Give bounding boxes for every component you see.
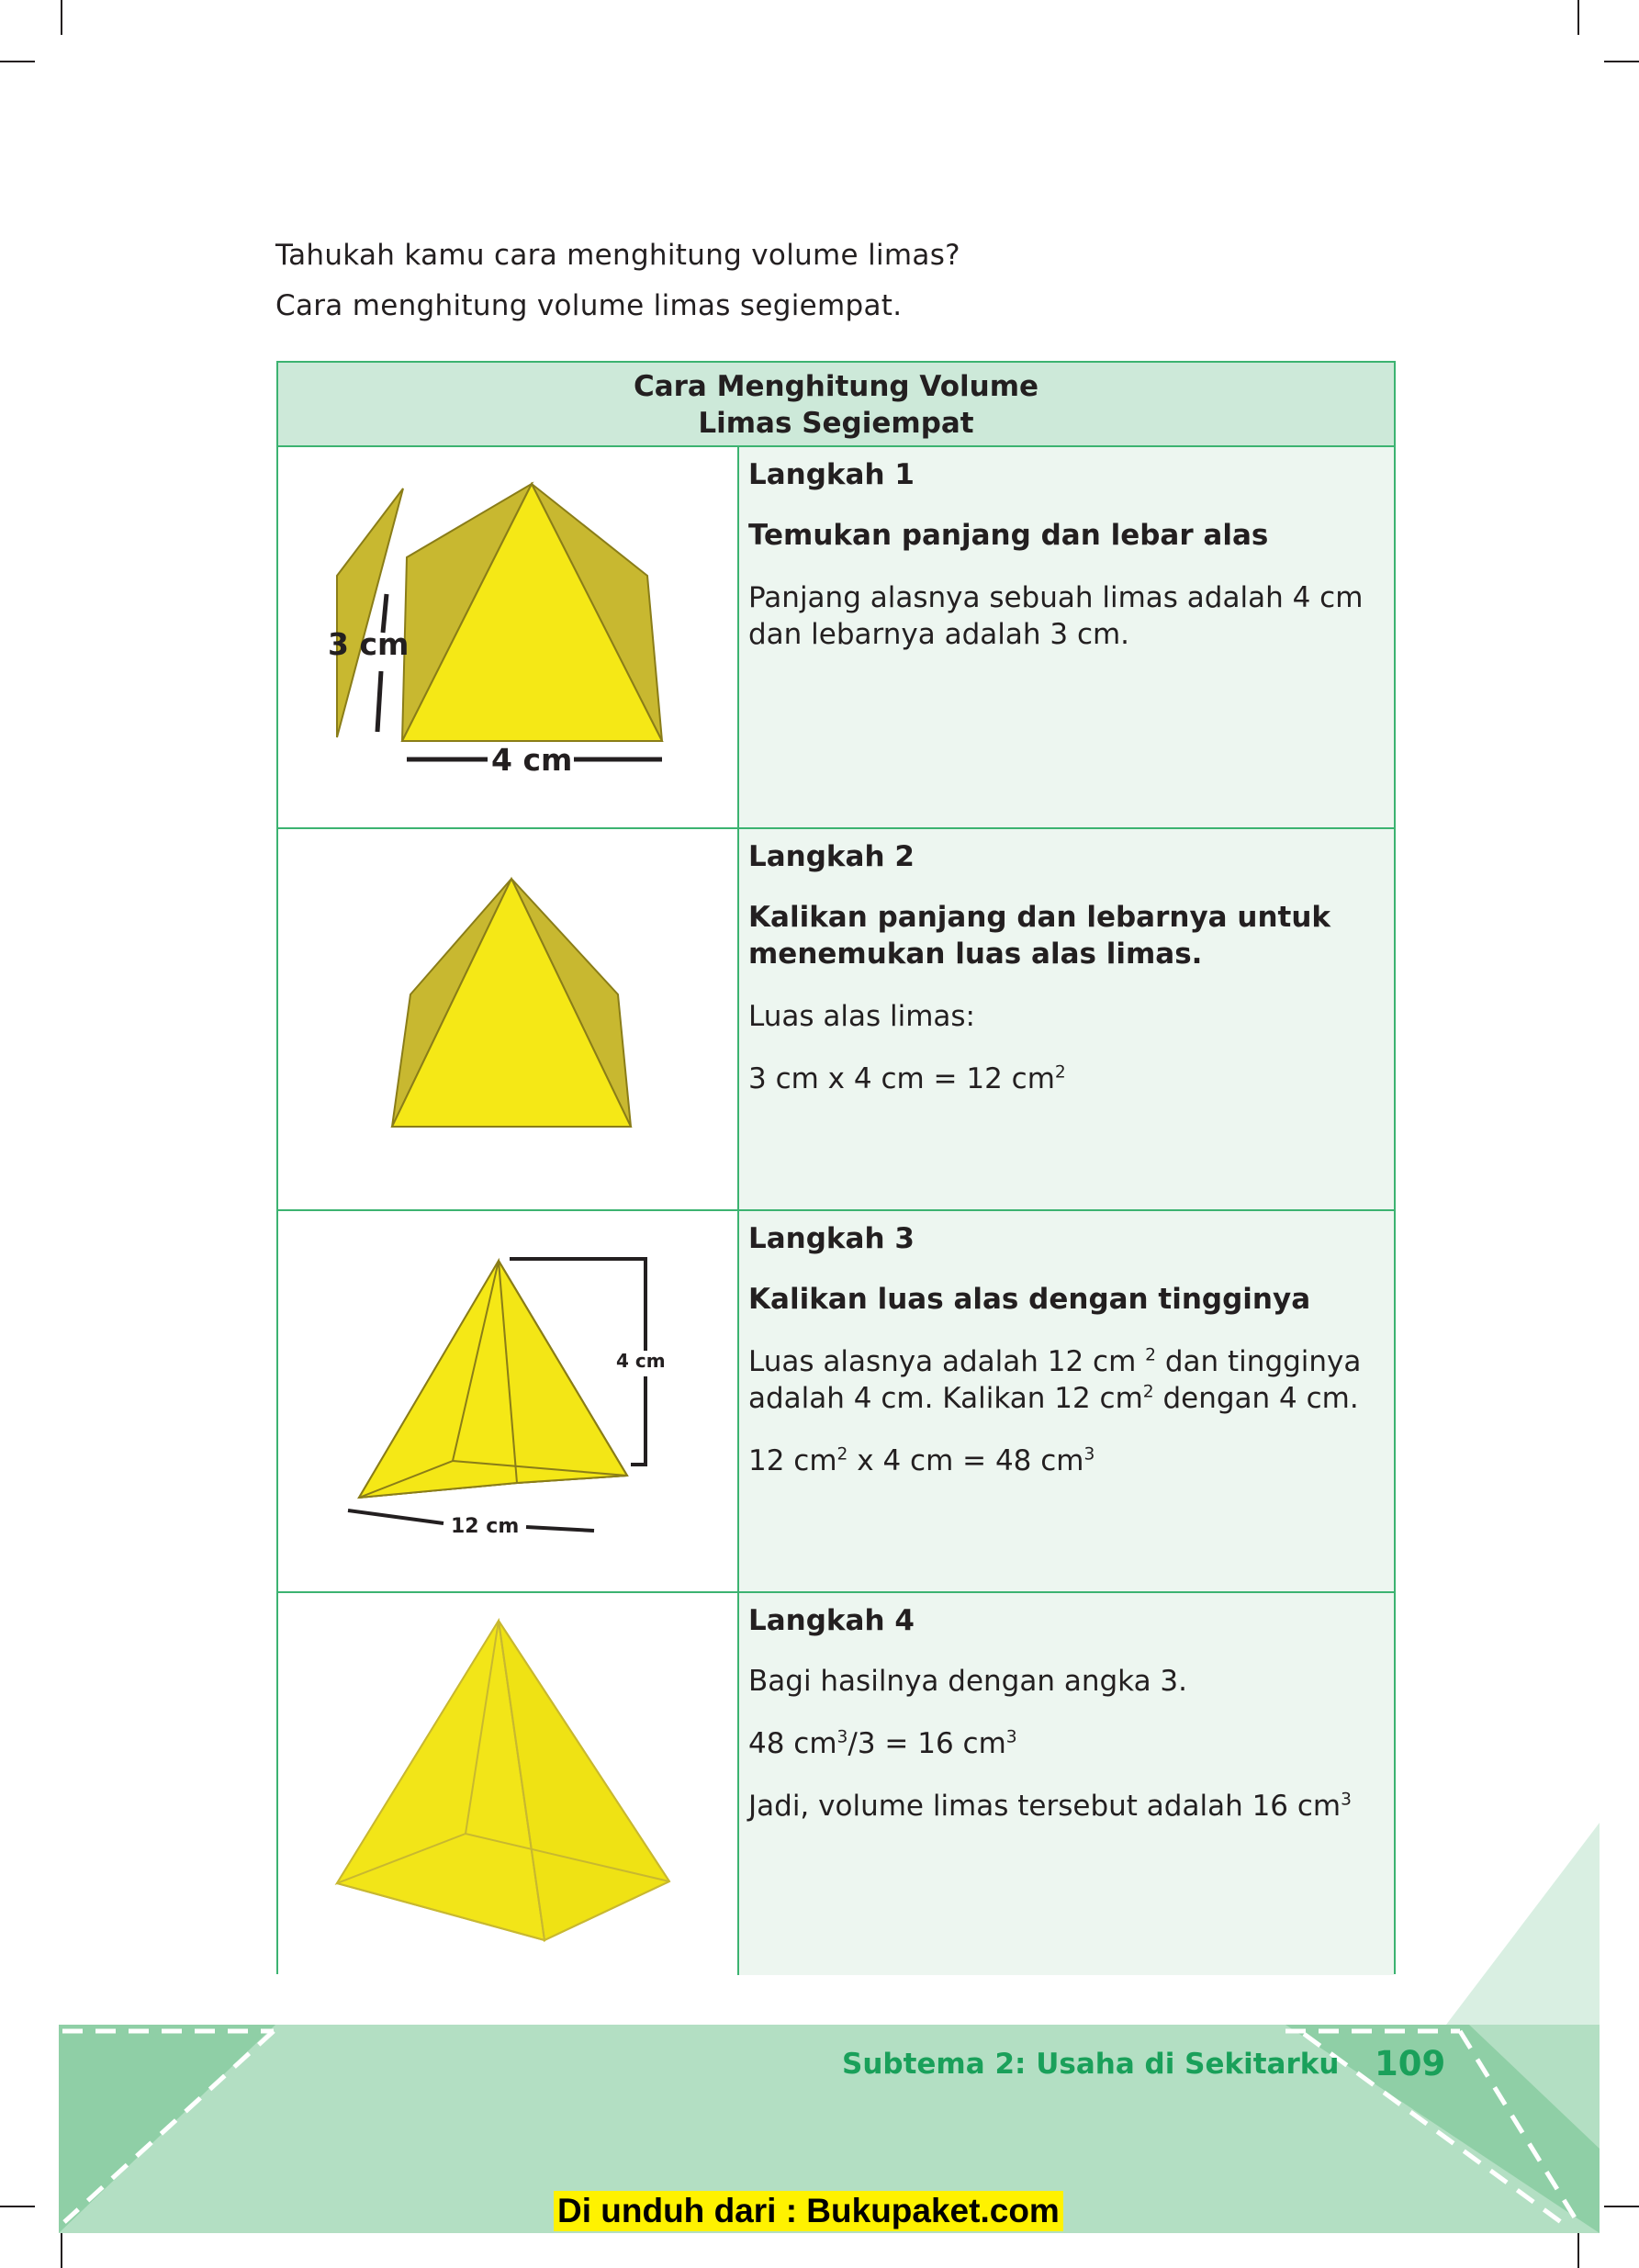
width-label: 4 cm bbox=[491, 742, 572, 778]
step-1-figure-cell: 3 cm 4 cm bbox=[278, 447, 739, 827]
step-body: Luas alasnya adalah 12 cm 2 dan tingginy… bbox=[748, 1345, 1362, 1415]
step-row-2: Langkah 2 Kalikan panjang dan lebarnya u… bbox=[278, 829, 1394, 1211]
equation-text: 3 cm x 4 cm = 12 cm bbox=[748, 1062, 1055, 1095]
step-heading: Temukan panjang dan lebar alas bbox=[748, 519, 1269, 552]
step-heading: Kalikan luas alas dengan tingginya bbox=[748, 1283, 1311, 1316]
equation-superscript: 2 bbox=[1054, 1062, 1066, 1083]
height-label: 4 cm bbox=[616, 1350, 666, 1372]
step-4-text-cell: Langkah 4 Bagi hasilnya dengan angka 3. … bbox=[739, 1593, 1394, 1975]
table-header: Cara Menghitung Volume Limas Segiempat bbox=[278, 363, 1394, 447]
step-3-figure-cell: 4 cm 12 cm bbox=[278, 1211, 739, 1591]
pyramid-figure-1: 3 cm 4 cm bbox=[328, 481, 664, 778]
steps-table: Cara Menghitung Volume Limas Segiempat 3… bbox=[276, 361, 1396, 1975]
step-2-figure-cell bbox=[278, 829, 739, 1209]
step-4-figure-cell bbox=[278, 1593, 739, 1975]
pyramid-figure-3: 4 cm 12 cm bbox=[347, 1257, 666, 1538]
depth-dimension-line bbox=[380, 593, 389, 634]
download-source-link[interactable]: Di unduh dari : Bukupaket.com bbox=[554, 2191, 1063, 2231]
step-equation: 48 cm3/3 = 16 cm3 bbox=[748, 1727, 1017, 1760]
table-header-line2: Limas Segiempat bbox=[698, 407, 974, 440]
step-equation: 3 cm x 4 cm = 12 cm2 bbox=[748, 1061, 1372, 1097]
step-title: Langkah 1 bbox=[748, 458, 915, 491]
pyramid-figure-4 bbox=[334, 1618, 671, 1943]
step-body: Luas alas limas: bbox=[748, 1000, 976, 1033]
pyramid-figure-2 bbox=[390, 876, 633, 1128]
crop-mark bbox=[0, 61, 35, 62]
crop-mark bbox=[1604, 2206, 1639, 2207]
step-1-text-cell: Langkah 1 Temukan panjang dan lebar alas… bbox=[739, 447, 1394, 827]
pyramid-body bbox=[357, 1259, 629, 1499]
height-dimension-line bbox=[510, 1257, 647, 1351]
step-row-1: 3 cm 4 cm Langkah 1 Temukan panjang dan … bbox=[278, 447, 1394, 829]
crop-mark bbox=[1604, 61, 1639, 62]
step-heading: Kalikan panjang dan lebarnya untuk menem… bbox=[748, 901, 1331, 971]
crop-mark bbox=[0, 2206, 35, 2207]
subtema-label: Subtema 2: Usaha di Sekitarku bbox=[842, 2048, 1340, 2081]
step-3-text-cell: Langkah 3 Kalikan luas alas dengan tingg… bbox=[739, 1211, 1394, 1591]
pyramid-front-face bbox=[390, 876, 633, 1128]
depth-label: 3 cm bbox=[328, 626, 409, 662]
crop-mark bbox=[61, 2233, 62, 2268]
step-title: Langkah 4 bbox=[748, 1604, 915, 1637]
step-body: Bagi hasilnya dengan angka 3. bbox=[748, 1665, 1188, 1698]
crop-mark bbox=[1577, 0, 1579, 35]
base-dimension-line bbox=[347, 1509, 444, 1525]
crop-mark bbox=[61, 0, 62, 35]
page-number: 109 bbox=[1375, 2044, 1446, 2083]
pyramid-left-face bbox=[336, 488, 404, 738]
table-header-line1: Cara Menghitung Volume bbox=[633, 370, 1039, 403]
step-title: Langkah 2 bbox=[748, 840, 915, 873]
base-label: 12 cm bbox=[451, 1515, 519, 1538]
step-row-3: 4 cm 12 cm Langkah 3 Kalikan luas alas d… bbox=[278, 1211, 1394, 1593]
step-body: Panjang alasnya sebuah limas adalah 4 cm… bbox=[748, 581, 1364, 651]
crop-mark bbox=[1577, 2233, 1579, 2268]
step-conclusion: Jadi, volume limas tersebut adalah 16 cm… bbox=[748, 1790, 1352, 1823]
step-title: Langkah 3 bbox=[748, 1222, 915, 1255]
step-2-text-cell: Langkah 2 Kalikan panjang dan lebarnya u… bbox=[739, 829, 1394, 1209]
intro-question: Tahukah kamu cara menghitung volume lima… bbox=[275, 239, 960, 272]
step-row-4: Langkah 4 Bagi hasilnya dengan angka 3. … bbox=[278, 1593, 1394, 1975]
step-equation: 12 cm2 x 4 cm = 48 cm3 bbox=[748, 1444, 1095, 1477]
intro-subtitle: Cara menghitung volume limas segiempat. bbox=[275, 289, 903, 322]
